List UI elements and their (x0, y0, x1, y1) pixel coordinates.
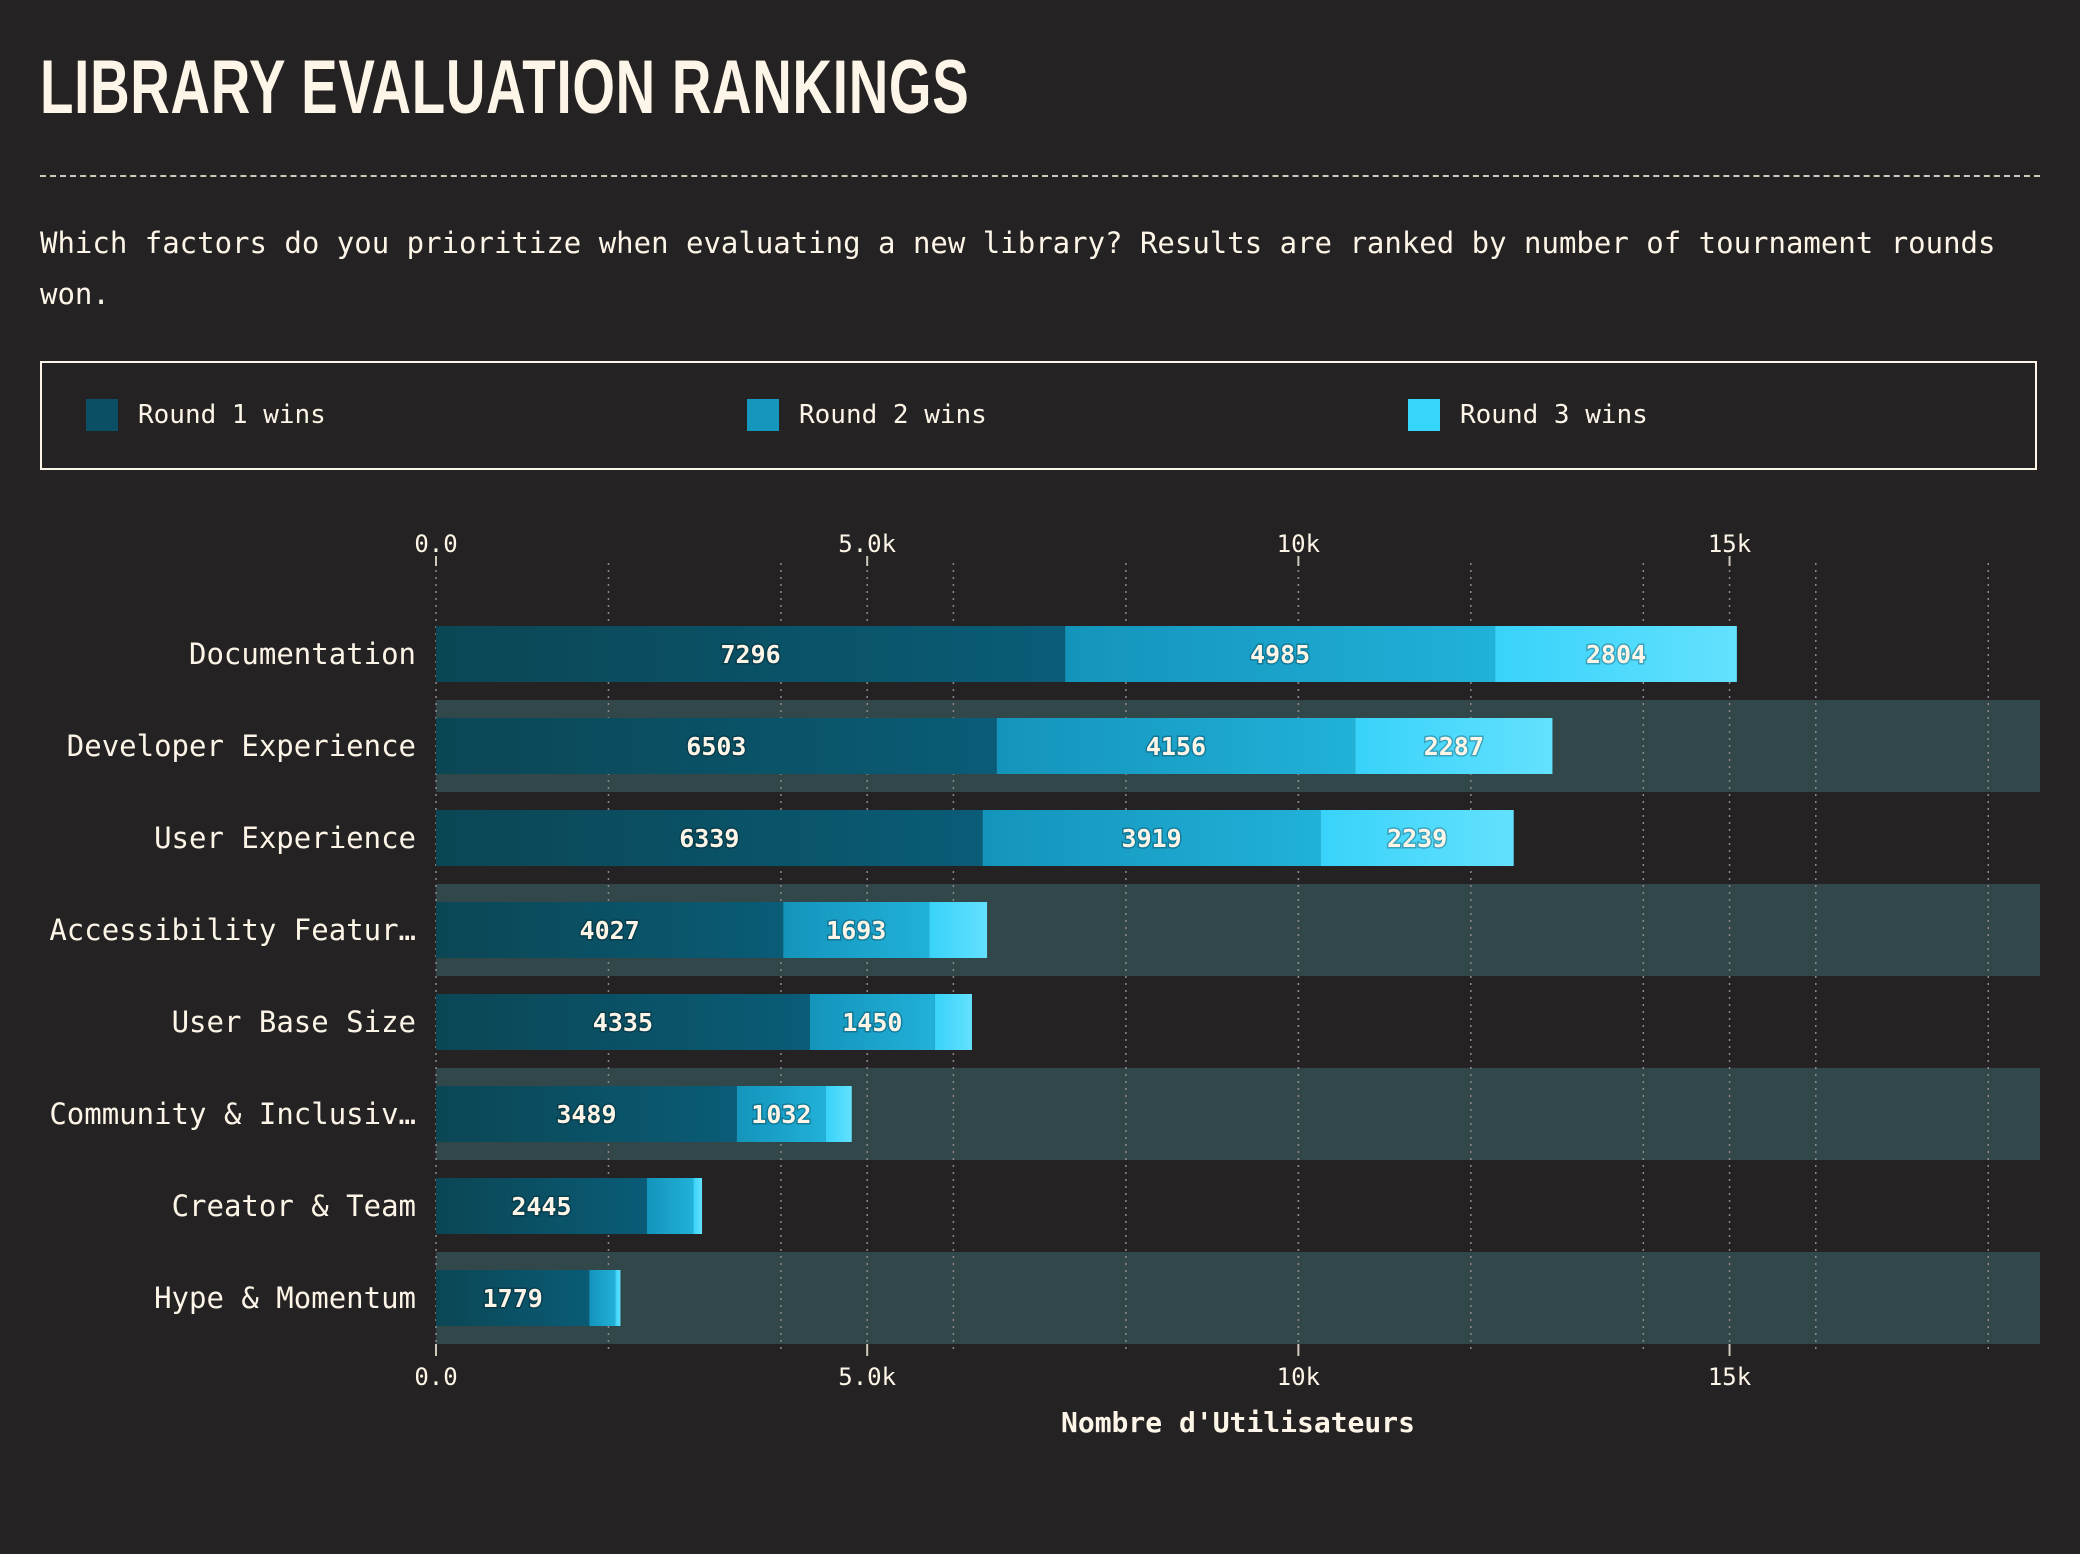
bar-accessibility-featur-round-1 (436, 902, 784, 958)
bar-user-experience-round-2 (982, 810, 1321, 866)
title-divider (40, 175, 2040, 177)
legend-label-round-3: Round 3 wins (1460, 400, 1648, 430)
value-label-documentation-round-1: 7296 (720, 640, 780, 669)
value-label-user-experience-round-1: 6339 (679, 824, 739, 853)
x-tick-label-top: 0.0 (414, 530, 457, 558)
category-label-documentation: Documentation (189, 637, 416, 671)
legend: Round 1 wins Round 2 wins Round 3 wins (40, 361, 2037, 470)
legend-item-round-1: Round 1 wins (86, 399, 326, 431)
bar-user-base-size-round-1 (436, 994, 810, 1050)
category-label-user-experience: User Experience (154, 821, 416, 855)
bar-documentation-round-2 (1065, 626, 1496, 682)
bar-community-inclusiv-round-3 (825, 1086, 852, 1142)
bar-creator-team-round-3 (693, 1178, 703, 1234)
x-tick-label-top: 10k (1277, 530, 1321, 558)
x-tick-label-bottom: 5.0k (838, 1363, 896, 1391)
value-label-community-inclusiv-round-2: 1032 (751, 1100, 811, 1129)
legend-label-round-1: Round 1 wins (138, 400, 326, 430)
category-label-creator-team: Creator & Team (172, 1189, 416, 1223)
value-label-developer-experience-round-2: 4156 (1146, 732, 1206, 761)
bar-user-base-size-round-3 (934, 994, 972, 1050)
value-label-documentation-round-2: 4985 (1250, 640, 1310, 669)
bar-accessibility-featur-round-3 (929, 902, 988, 958)
value-label-hype-momentum-round-1: 1779 (483, 1284, 543, 1313)
legend-swatch-round-3 (1408, 399, 1440, 431)
bar-developer-experience-round-3 (1355, 718, 1553, 774)
x-tick-label-bottom: 0.0 (414, 1363, 457, 1391)
value-label-developer-experience-round-3: 2287 (1424, 732, 1484, 761)
value-label-accessibility-featur-round-2: 1693 (826, 916, 886, 945)
bar-hype-momentum-round-2 (589, 1270, 616, 1326)
bar-user-experience-round-1 (436, 810, 983, 866)
chart-title: LIBRARY EVALUATION RANKINGS (40, 45, 970, 130)
value-label-creator-team-round-1: 2445 (511, 1192, 571, 1221)
bar-user-base-size-round-2 (809, 994, 935, 1050)
legend-swatch-round-2 (747, 399, 779, 431)
x-axis-title: Nombre d'Utilisateurs (1061, 1406, 1415, 1439)
value-label-user-base-size-round-2: 1450 (842, 1008, 902, 1037)
value-label-user-base-size-round-1: 4335 (593, 1008, 653, 1037)
bar-community-inclusiv-round-1 (436, 1086, 737, 1142)
category-label-accessibility-featur: Accessibility Featur… (49, 913, 416, 947)
legend-item-round-3: Round 3 wins (1408, 399, 1648, 431)
bar-developer-experience-round-2 (996, 718, 1356, 774)
category-label-hype-momentum: Hype & Momentum (154, 1281, 416, 1315)
stacked-bar-chart: 7296 4985 2804 Documentation 6503 4156 2287 Dev… (49, 530, 2040, 1439)
value-label-user-experience-round-2: 3919 (1122, 824, 1182, 853)
x-tick-label-top: 15k (1708, 530, 1752, 558)
value-label-documentation-round-3: 2804 (1586, 640, 1646, 669)
bar-documentation-round-1 (436, 626, 1066, 682)
x-tick-label-top: 5.0k (838, 530, 896, 558)
category-label-community-inclusiv: Community & Inclusiv… (49, 1097, 416, 1131)
bar-documentation-round-3 (1495, 626, 1737, 682)
bar-community-inclusiv-round-2 (736, 1086, 826, 1142)
category-label-user-base-size: User Base Size (172, 1005, 416, 1039)
bar-user-experience-round-3 (1320, 810, 1514, 866)
bar-hype-momentum-round-3 (615, 1270, 621, 1326)
bar-developer-experience-round-1 (436, 718, 997, 774)
bar-creator-team-round-2 (646, 1178, 694, 1234)
bar-accessibility-featur-round-2 (783, 902, 930, 958)
category-label-developer-experience: Developer Experience (67, 729, 416, 763)
bar-creator-team-round-1 (436, 1178, 647, 1234)
chart-subtitle: Which factors do you prioritize when eva… (40, 226, 1996, 311)
legend-item-round-2: Round 2 wins (747, 399, 987, 431)
value-label-community-inclusiv-round-1: 3489 (556, 1100, 616, 1129)
row-stripe (436, 1252, 2040, 1344)
value-label-accessibility-featur-round-1: 4027 (580, 916, 640, 945)
legend-label-round-2: Round 2 wins (799, 400, 987, 430)
value-label-user-experience-round-3: 2239 (1387, 824, 1447, 853)
legend-swatch-round-1 (86, 399, 118, 431)
bar-hype-momentum-round-1 (436, 1270, 590, 1326)
x-tick-label-bottom: 15k (1708, 1363, 1752, 1391)
x-tick-label-bottom: 10k (1277, 1363, 1321, 1391)
value-label-developer-experience-round-1: 6503 (686, 732, 746, 761)
